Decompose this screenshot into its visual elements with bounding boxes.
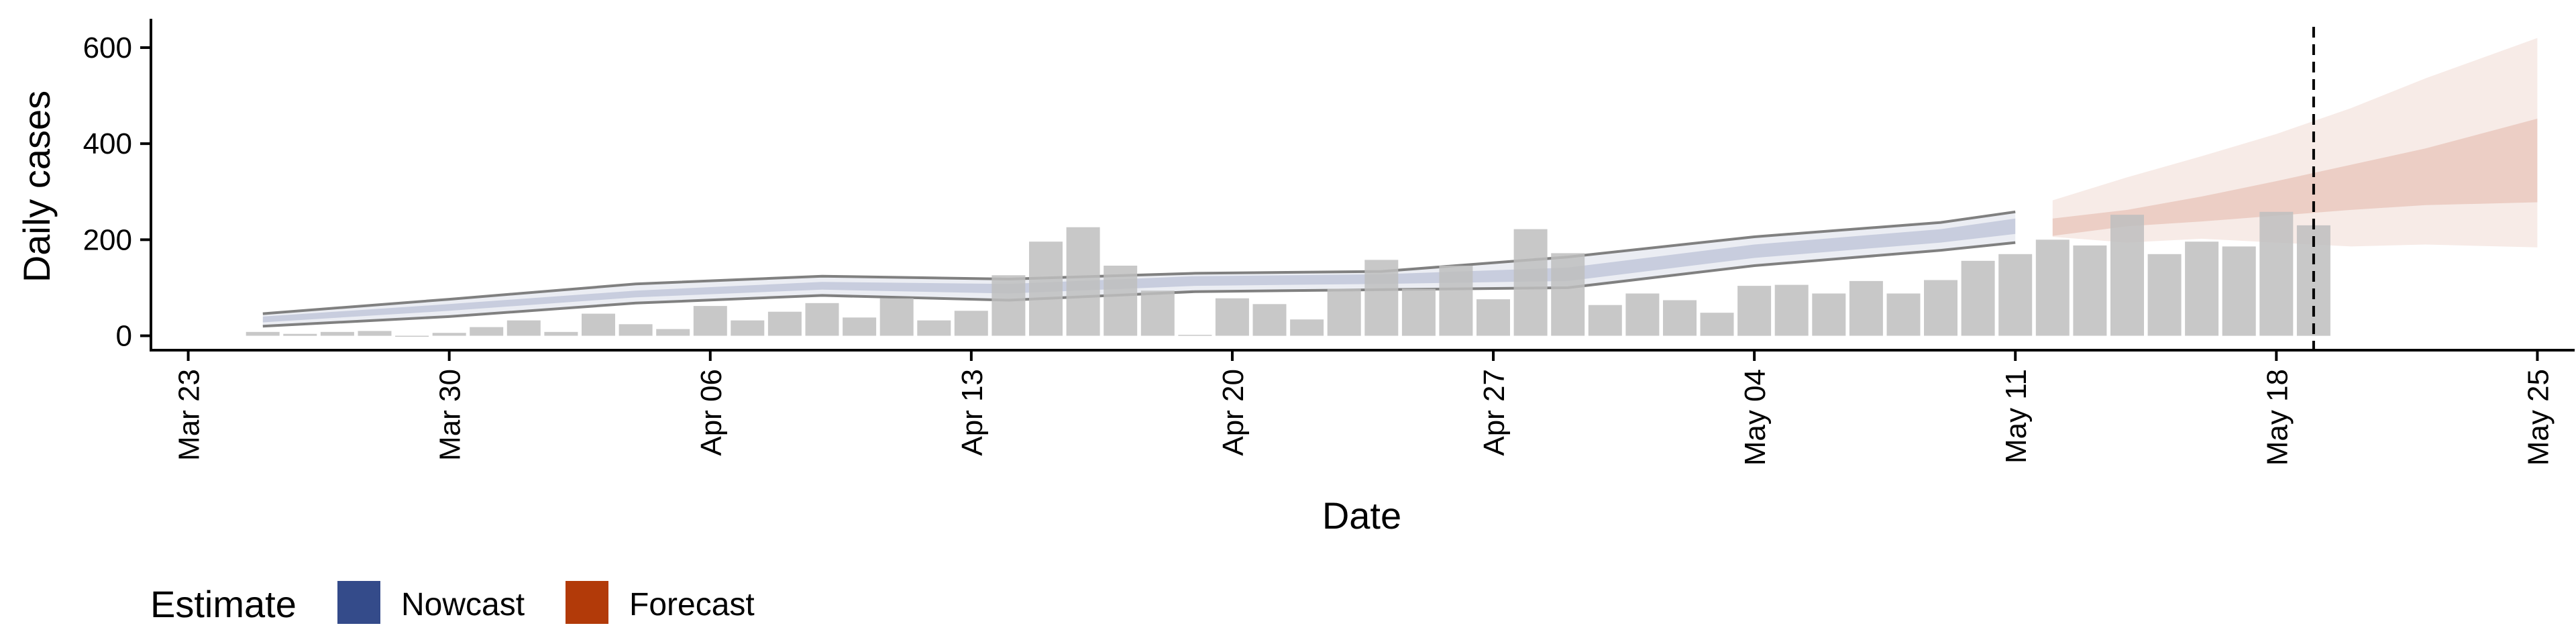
bar (1401, 288, 1436, 336)
bar (1812, 293, 1846, 336)
x-axis-ticks: Mar 23 Mar 30 Apr 06 Apr 13 Apr 20 Apr 27 May … (173, 350, 2555, 466)
legend-label-nowcast: Nowcast (401, 587, 525, 623)
legend-swatch-forecast (566, 581, 608, 624)
bar (1029, 241, 1063, 336)
bar (2147, 254, 2182, 336)
nowcast-outer-band (262, 211, 2016, 327)
bar (395, 335, 429, 337)
bar (1066, 227, 1100, 336)
bar (2185, 241, 2219, 336)
bar (432, 333, 466, 336)
bars (246, 211, 2330, 337)
bar (656, 329, 690, 336)
bar (470, 327, 504, 336)
bar (619, 324, 653, 336)
x-tick-label: May 04 (1739, 369, 1772, 466)
bar (2222, 246, 2256, 336)
y-tick-label: 600 (83, 32, 132, 64)
bar (2035, 239, 2070, 336)
bar (1215, 298, 1249, 336)
bar (544, 331, 578, 336)
bar (1364, 260, 1399, 336)
bar (879, 298, 914, 336)
bar (1104, 266, 1138, 336)
bar (1849, 280, 1883, 336)
x-tick-label: Mar 30 (434, 369, 467, 461)
x-tick-label: Apr 27 (1478, 369, 1511, 456)
legend-swatch-nowcast (337, 581, 380, 624)
nowcast-bands (262, 210, 2016, 328)
bar (1327, 288, 1361, 336)
bar (1513, 229, 1548, 336)
bar (2073, 245, 2107, 336)
bar (1551, 253, 1585, 336)
bar (693, 306, 727, 336)
bar (1737, 286, 1772, 336)
nowcast-lower-line (262, 241, 2016, 328)
x-tick-label: May 18 (2261, 369, 2294, 466)
bar (1886, 293, 1921, 336)
bar (246, 331, 280, 336)
x-tick-label: Apr 06 (695, 369, 728, 456)
bar (1924, 280, 1957, 336)
bar (1140, 290, 1175, 336)
x-tick-label: May 11 (2000, 369, 2033, 464)
bar (805, 303, 839, 336)
bar (1290, 319, 1324, 336)
bar (1588, 305, 1622, 336)
y-axis-title: Daily cases (15, 91, 58, 282)
x-tick-label: Apr 20 (1217, 369, 1250, 456)
bar (767, 311, 802, 336)
nowcast-upper-line (262, 210, 2016, 315)
x-tick-label: Apr 13 (956, 369, 989, 456)
bar (954, 311, 988, 336)
bar (1477, 299, 1510, 336)
y-tick-label: 0 (116, 320, 132, 353)
bar (506, 320, 541, 336)
x-tick-label: May 25 (2522, 369, 2555, 466)
forecast-inner-band (2052, 118, 2538, 236)
bar (731, 320, 765, 336)
bar (917, 320, 951, 336)
bar (582, 313, 615, 336)
bar (1178, 335, 1212, 336)
bar (1998, 254, 2033, 336)
legend-label-forecast: Forecast (629, 587, 755, 623)
axes (150, 19, 2575, 352)
x-axis-title: Date (1322, 494, 1401, 537)
bar (1774, 284, 1809, 336)
forecast-outer-band (2052, 38, 2538, 248)
y-tick-label: 400 (83, 127, 132, 160)
forecast-bands (2052, 38, 2538, 248)
bar (1663, 300, 1697, 336)
bar (1700, 313, 1734, 336)
bar (320, 331, 354, 336)
bar (1961, 260, 1995, 336)
legend: Estimate Nowcast Forecast (150, 581, 755, 625)
y-tick-label: 200 (83, 223, 132, 256)
bar (1252, 304, 1287, 336)
bar (283, 333, 317, 336)
bar (358, 331, 392, 336)
bar (2110, 215, 2144, 336)
bar (1439, 266, 1473, 336)
x-tick-label: Mar 23 (173, 369, 206, 461)
bar (843, 317, 877, 336)
legend-title: Estimate (150, 583, 297, 625)
bar (991, 275, 1026, 336)
bar (1625, 293, 1660, 336)
y-axis-ticks: 0 200 400 600 (83, 32, 151, 353)
bar (2259, 211, 2294, 336)
